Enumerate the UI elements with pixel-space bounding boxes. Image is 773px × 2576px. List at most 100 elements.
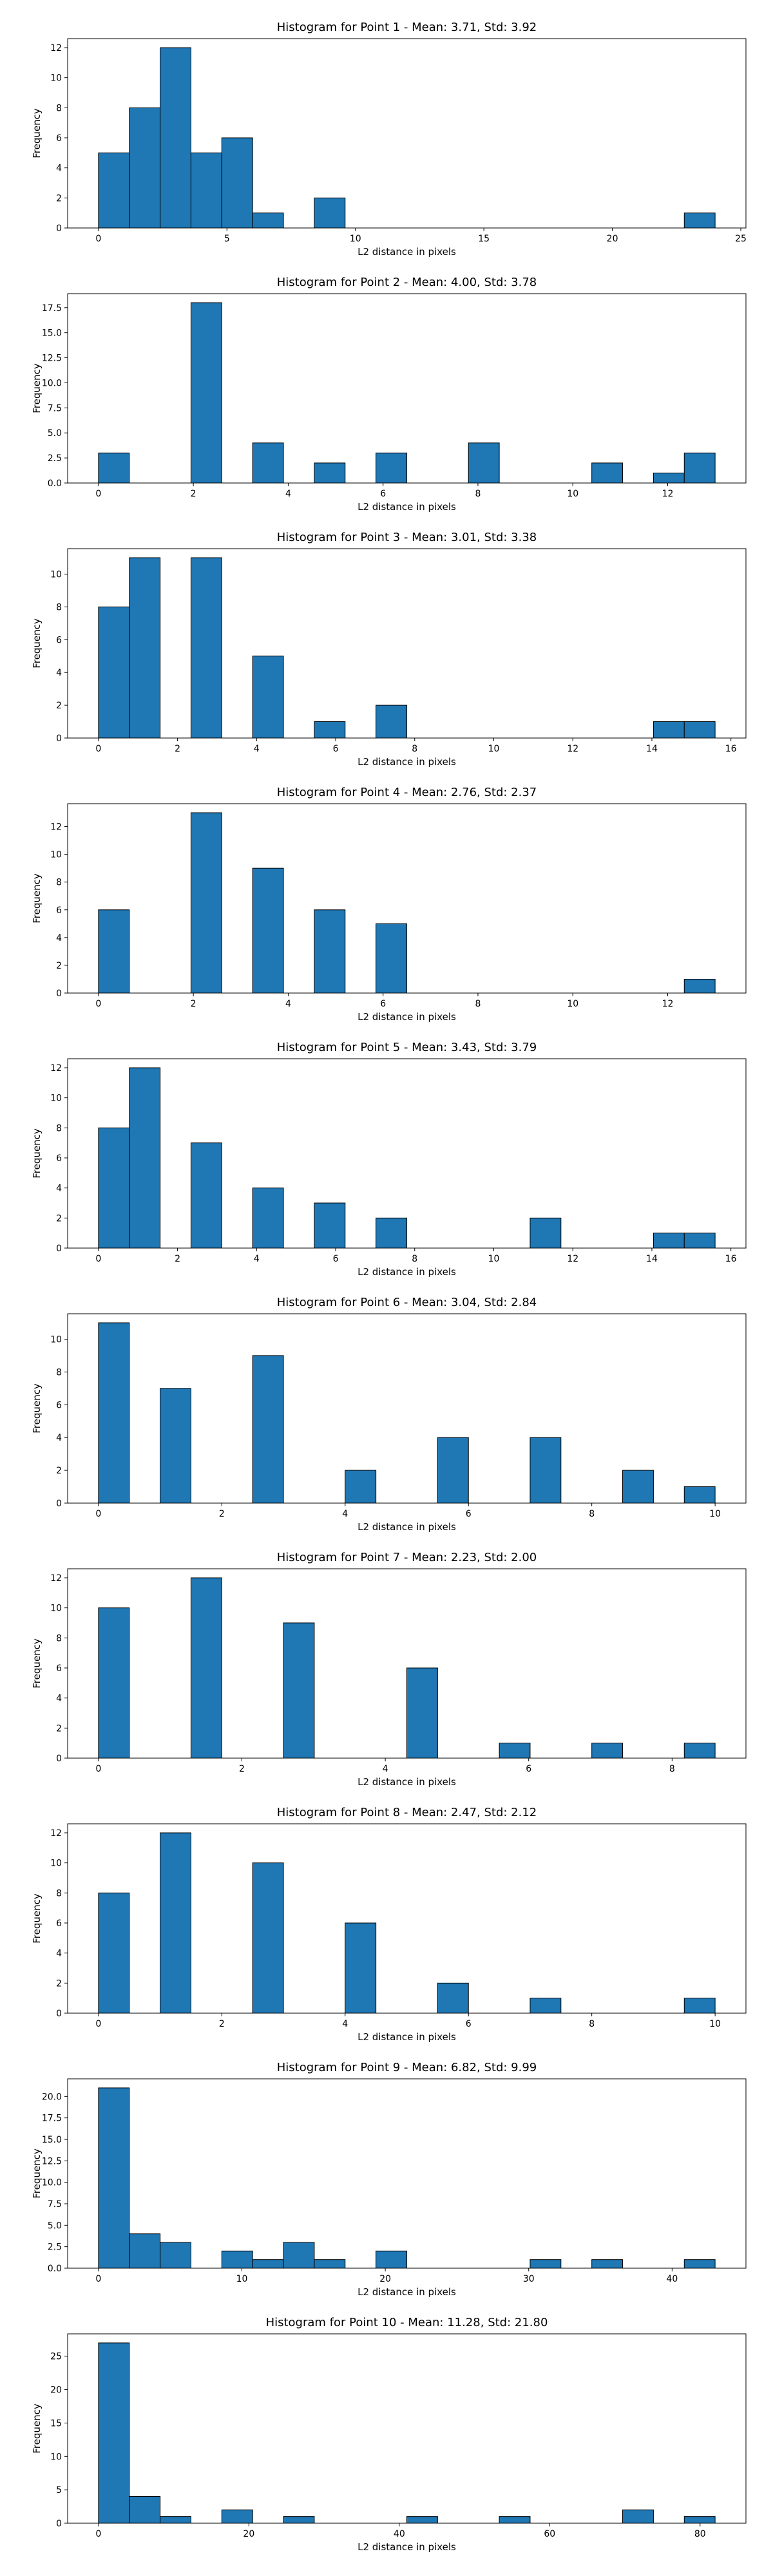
histogram-bar xyxy=(160,1832,191,2014)
y-tick-label: 10 xyxy=(50,1604,62,1614)
histogram-bar xyxy=(376,705,407,739)
histogram-bar xyxy=(683,1743,716,1759)
y-tick-label: 25 xyxy=(50,2352,62,2362)
chart-title: Histogram for Point 4 - Mean: 2.76, Std:… xyxy=(277,786,537,799)
histogram-bar xyxy=(345,1470,377,1504)
y-tick-label: 0.0 xyxy=(48,478,62,489)
x-tick-label: 10 xyxy=(567,489,578,499)
chart-title: Histogram for Point 6 - Mean: 3.04, Std:… xyxy=(277,1296,537,1309)
histogram-bar xyxy=(376,923,407,994)
plot-frame xyxy=(67,293,747,484)
y-tick-label: 2.5 xyxy=(48,453,62,464)
histogram-bar xyxy=(190,1142,222,1249)
bars xyxy=(98,812,716,994)
y-tick-label: 2 xyxy=(56,1978,62,1989)
y-axis-label: Frequency xyxy=(31,2148,43,2199)
histogram-bar xyxy=(314,909,346,994)
y-tick-label: 12 xyxy=(50,1573,62,1584)
plot-frame xyxy=(67,1058,747,1249)
histogram-bar xyxy=(591,462,624,484)
y-tick-label: 2 xyxy=(56,701,62,711)
y-tick-label: 10.0 xyxy=(42,2178,62,2188)
y-axis-label: Frequency xyxy=(31,2403,43,2454)
y-tick-label: 0 xyxy=(56,989,62,999)
histogram-bar xyxy=(160,47,191,229)
x-tick-label: 25 xyxy=(735,234,747,244)
histogram-bar xyxy=(591,2259,624,2269)
x-tick-label: 4 xyxy=(342,1509,348,1519)
histogram-bar xyxy=(314,721,346,739)
histogram-bar xyxy=(190,1577,222,1759)
x-tick-label: 2 xyxy=(191,999,196,1009)
x-tick-label: 0 xyxy=(95,744,101,754)
x-axis-label: L2 distance in pixels xyxy=(358,1266,456,1278)
y-axis-label: Frequency xyxy=(31,873,43,923)
y-tick-label: 12 xyxy=(50,1828,62,1839)
histogram-bar xyxy=(530,1998,562,2014)
y-tick-label: 2 xyxy=(56,1466,62,1476)
x-tick-label: 16 xyxy=(725,1254,737,1264)
x-tick-label: 20 xyxy=(243,2529,254,2539)
x-tick-label: 4 xyxy=(254,1254,260,1264)
y-tick-label: 0 xyxy=(56,1754,62,1764)
x-tick-label: 4 xyxy=(285,999,291,1009)
y-tick-label: 10 xyxy=(50,2452,62,2462)
histogram-chart-7: Histogram for Point 7 - Mean: 2.23, Std:… xyxy=(31,1551,747,1788)
y-tick-label: 6 xyxy=(56,905,62,916)
x-tick-label: 8 xyxy=(412,1254,417,1264)
x-tick-label: 6 xyxy=(466,2019,472,2029)
histogram-bar xyxy=(98,909,130,994)
histogram-bar xyxy=(98,1892,130,2014)
histogram-bar xyxy=(98,2087,130,2269)
y-tick-label: 8 xyxy=(56,878,62,888)
x-tick-label: 8 xyxy=(475,999,481,1009)
x-tick-label: 5 xyxy=(224,234,230,244)
x-tick-label: 10 xyxy=(709,2019,721,2029)
y-tick-label: 8 xyxy=(56,1633,62,1643)
histogram-bar xyxy=(283,1622,315,1759)
histogram-chart-8: Histogram for Point 8 - Mean: 2.47, Std:… xyxy=(31,1806,747,2043)
x-tick-label: 16 xyxy=(725,744,737,754)
x-tick-label: 6 xyxy=(333,744,339,754)
histogram-chart-5: Histogram for Point 5 - Mean: 3.43, Std:… xyxy=(31,1041,747,1278)
x-axis-label: L2 distance in pixels xyxy=(358,1011,456,1023)
y-tick-label: 10.0 xyxy=(42,378,62,388)
histogram-bar xyxy=(683,2259,716,2269)
x-tick-label: 2 xyxy=(175,1254,180,1264)
histogram-bar xyxy=(345,1922,377,2014)
y-tick-label: 5 xyxy=(56,2485,62,2496)
y-tick-label: 5.0 xyxy=(48,2221,62,2231)
plot-frame xyxy=(67,2333,747,2524)
bars xyxy=(98,557,716,739)
x-tick-label: 8 xyxy=(589,2019,595,2029)
histogram-bar xyxy=(683,213,716,229)
histogram-bar xyxy=(221,137,253,229)
x-tick-label: 8 xyxy=(412,744,417,754)
y-tick-label: 10 xyxy=(50,73,62,84)
y-tick-label: 8 xyxy=(56,1367,62,1378)
histogram-bar xyxy=(683,1998,716,2014)
histogram-chart-1: Histogram for Point 1 - Mean: 3.71, Std:… xyxy=(31,21,747,258)
histogram-bar xyxy=(653,1233,685,1249)
plot-frame xyxy=(67,2078,747,2269)
x-tick-label: 0 xyxy=(95,1254,101,1264)
chart-title: Histogram for Point 1 - Mean: 3.71, Std:… xyxy=(277,21,537,34)
histogram-bar xyxy=(683,452,716,484)
x-axis-label: L2 distance in pixels xyxy=(358,756,456,768)
y-tick-label: 8 xyxy=(56,103,62,113)
histogram-bar xyxy=(98,1322,130,1504)
bars xyxy=(98,2342,716,2524)
y-tick-label: 15.0 xyxy=(42,2135,62,2145)
x-tick-label: 0 xyxy=(95,489,101,499)
histogram-bar xyxy=(468,442,500,484)
x-tick-label: 4 xyxy=(383,1764,388,1774)
histogram-chart-2: Histogram for Point 2 - Mean: 4.00, Std:… xyxy=(31,276,747,513)
y-tick-label: 12 xyxy=(50,43,62,53)
y-tick-label: 7.5 xyxy=(48,2199,62,2210)
histogram-bar xyxy=(376,2250,407,2269)
y-tick-label: 2 xyxy=(56,961,62,971)
histogram-bar xyxy=(160,1388,191,1504)
histogram-bar xyxy=(376,452,407,484)
histogram-bar xyxy=(252,442,284,484)
